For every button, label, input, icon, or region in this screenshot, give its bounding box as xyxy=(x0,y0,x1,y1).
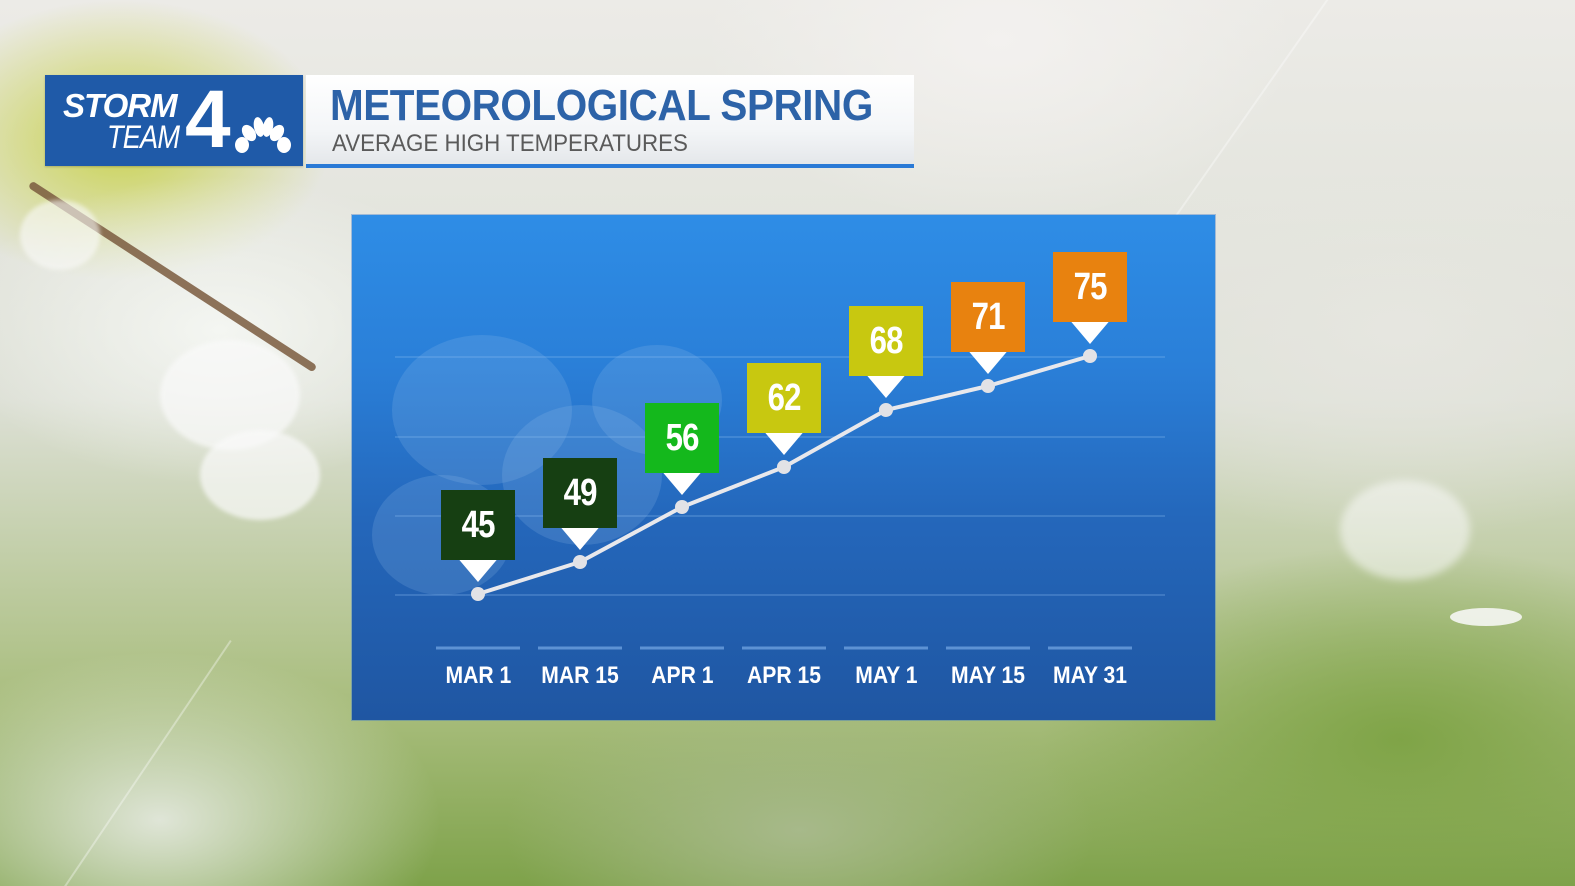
value-label-text: 62 xyxy=(767,376,801,419)
x-axis-label-text: APR 1 xyxy=(650,662,714,689)
data-point xyxy=(879,403,893,417)
logo-team-text: TEAM xyxy=(107,119,180,155)
x-axis-label-text: MAR 15 xyxy=(541,662,619,689)
pointer-triangle xyxy=(558,524,602,550)
slash-decoration xyxy=(62,640,232,886)
x-axis-label-text: MAR 1 xyxy=(445,662,511,689)
value-label-box: 49 xyxy=(543,458,617,528)
data-markers xyxy=(456,318,1112,601)
value-label-text: 45 xyxy=(461,503,495,546)
chart-panel: 45 49 56 62 68 71 75 MAR 1 MAR 15 APR 1 APR 15 MAY… xyxy=(352,215,1215,720)
storm-team-4-logo: STORM TEAM 4 xyxy=(45,75,303,166)
data-point xyxy=(471,587,485,601)
petal-decoration xyxy=(1450,608,1522,626)
x-axis-label-text: APR 15 xyxy=(747,662,821,689)
pointer-triangle xyxy=(762,429,806,455)
title-accent-bar xyxy=(306,164,914,168)
pointer-triangle xyxy=(660,469,704,495)
value-label-text: 56 xyxy=(665,416,699,459)
value-label-text: 49 xyxy=(563,471,597,514)
line-chart xyxy=(395,318,1165,650)
value-label-box: 75 xyxy=(1053,252,1127,322)
value-label-box: 62 xyxy=(747,363,821,433)
pointer-triangle xyxy=(864,372,908,398)
x-axis-label: APR 1 xyxy=(632,662,732,690)
x-axis-label-text: MAY 1 xyxy=(854,662,918,689)
data-point xyxy=(573,555,587,569)
panel-blossom-texture xyxy=(392,335,572,485)
blossom-decoration xyxy=(200,430,320,520)
pointer-triangle xyxy=(456,556,500,582)
title-card: METEOROLOGICAL SPRING AVERAGE HIGH TEMPE… xyxy=(306,75,914,168)
pointer-triangle xyxy=(1068,318,1112,344)
x-axis-label: APR 15 xyxy=(734,662,834,690)
blossom-decoration xyxy=(20,200,100,270)
data-point xyxy=(1083,349,1097,363)
value-label-box: 71 xyxy=(951,282,1025,352)
data-point xyxy=(777,460,791,474)
value-label-box: 56 xyxy=(645,403,719,473)
value-label-box: 45 xyxy=(441,490,515,560)
page-title: METEOROLOGICAL SPRING xyxy=(330,81,873,130)
x-axis-label: MAR 15 xyxy=(530,662,630,690)
blossom-decoration xyxy=(1340,480,1470,580)
x-axis-label-text: MAY 31 xyxy=(1053,662,1127,689)
data-point xyxy=(981,379,995,393)
x-axis-label: MAY 15 xyxy=(938,662,1038,690)
page-subtitle: AVERAGE HIGH TEMPERATURES xyxy=(332,130,688,157)
value-label-text: 68 xyxy=(869,319,903,362)
x-axis-label: MAY 1 xyxy=(836,662,936,690)
x-axis-label: MAR 1 xyxy=(428,662,528,690)
x-axis-label: MAY 31 xyxy=(1040,662,1140,690)
x-axis-label-text: MAY 15 xyxy=(951,662,1025,689)
data-point xyxy=(675,500,689,514)
value-label-box: 68 xyxy=(849,306,923,376)
pointer-triangle xyxy=(966,348,1010,374)
logo-storm-text: STORM xyxy=(63,87,178,124)
nbc-peacock-icon xyxy=(235,117,291,153)
value-label-text: 71 xyxy=(971,295,1005,338)
logo-number: 4 xyxy=(185,74,231,165)
value-label-text: 75 xyxy=(1073,265,1107,308)
